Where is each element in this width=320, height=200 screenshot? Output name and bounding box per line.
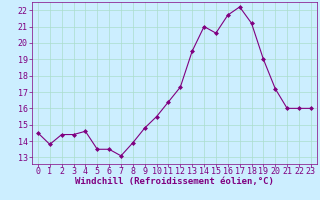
X-axis label: Windchill (Refroidissement éolien,°C): Windchill (Refroidissement éolien,°C) <box>75 177 274 186</box>
